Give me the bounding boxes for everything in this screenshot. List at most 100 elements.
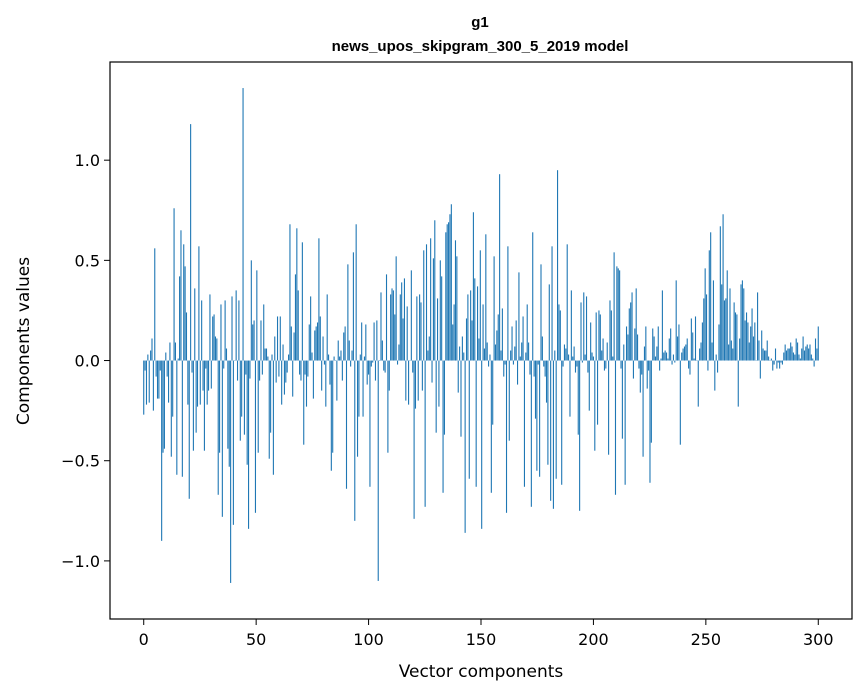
bars-group <box>143 88 819 583</box>
bar <box>456 256 458 361</box>
bar <box>761 330 763 361</box>
chart-subtitle: news_upos_skipgram_300_5_2019 model <box>332 38 629 55</box>
bar <box>736 314 738 361</box>
bar <box>173 208 175 361</box>
bar <box>355 224 357 361</box>
bar <box>488 360 490 367</box>
bar <box>446 224 448 361</box>
bar <box>610 310 612 361</box>
bar <box>454 240 457 361</box>
bar <box>190 124 192 361</box>
bar <box>518 272 520 361</box>
bar <box>739 338 741 361</box>
bar <box>356 360 359 457</box>
bar <box>419 294 421 361</box>
bar <box>483 348 485 361</box>
bar <box>534 360 537 419</box>
bar <box>301 242 303 361</box>
bar <box>591 352 593 361</box>
bar <box>398 344 400 361</box>
bar <box>423 250 425 361</box>
bar <box>726 270 728 361</box>
bar <box>791 346 793 361</box>
bar <box>768 356 770 361</box>
y-axis-label: Components values <box>14 257 34 425</box>
bar <box>395 256 397 361</box>
bar <box>174 342 176 361</box>
bar <box>439 260 441 361</box>
bar <box>722 214 724 361</box>
bar <box>627 334 629 361</box>
bar <box>391 288 393 361</box>
bar <box>602 338 604 361</box>
bar <box>376 320 378 361</box>
bar <box>362 360 364 417</box>
bar <box>489 354 491 361</box>
bar <box>329 360 331 385</box>
bar <box>805 346 807 361</box>
bar <box>424 360 426 507</box>
bar <box>482 304 484 361</box>
bar <box>465 318 468 361</box>
bar <box>385 274 388 361</box>
bar <box>294 274 297 361</box>
bar <box>801 348 803 361</box>
bar <box>765 350 767 361</box>
bar <box>374 360 377 381</box>
bar <box>148 360 150 403</box>
bar <box>292 360 294 397</box>
bar <box>743 288 745 361</box>
bar <box>670 328 672 361</box>
bar <box>413 360 415 519</box>
bar <box>588 360 590 411</box>
bar <box>561 360 563 485</box>
bar <box>624 360 626 485</box>
bar <box>194 288 196 361</box>
bar <box>227 360 229 449</box>
bar <box>584 354 586 361</box>
bar <box>267 356 269 361</box>
bar <box>310 296 312 361</box>
bar <box>529 360 531 375</box>
bar <box>183 244 185 361</box>
bar <box>603 360 606 371</box>
bar <box>539 360 541 477</box>
bar <box>770 358 772 361</box>
bar <box>543 360 545 367</box>
bar <box>172 360 174 417</box>
bar <box>719 226 721 361</box>
bar <box>606 342 608 361</box>
bar <box>340 350 342 361</box>
bar <box>686 338 688 361</box>
bar <box>757 292 759 361</box>
bar <box>628 308 630 361</box>
bar <box>441 276 443 361</box>
bar <box>285 360 287 383</box>
bar <box>314 330 316 361</box>
bar <box>616 266 618 361</box>
bar <box>152 360 154 411</box>
bar <box>472 212 474 361</box>
bar <box>195 360 197 433</box>
x-tick-label: 100 <box>353 630 384 649</box>
bar <box>156 360 159 399</box>
bar <box>275 360 277 383</box>
bar <box>550 360 552 501</box>
bar <box>661 290 663 361</box>
bar <box>625 326 628 361</box>
bar <box>601 350 603 361</box>
bar <box>660 358 662 361</box>
bar <box>497 314 499 361</box>
bar <box>181 360 183 477</box>
bar <box>587 360 589 373</box>
bar <box>481 360 483 529</box>
bar <box>612 356 614 361</box>
bar <box>209 294 211 361</box>
bar <box>308 324 310 361</box>
bar <box>271 354 273 361</box>
bar <box>406 306 408 361</box>
bar <box>762 348 764 361</box>
bar <box>653 336 655 361</box>
bar <box>552 360 554 509</box>
bar <box>253 320 255 361</box>
